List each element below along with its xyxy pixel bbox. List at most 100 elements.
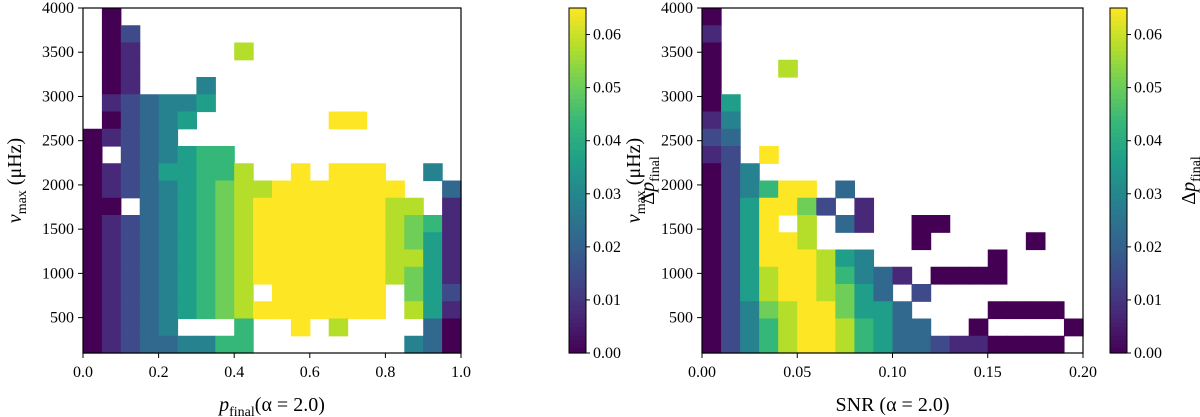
colorbar-segment — [569, 301, 586, 307]
colorbar-segment — [1110, 215, 1127, 220]
colorbar-segment — [569, 16, 586, 22]
colorbar-segment — [569, 236, 586, 242]
colorbar-segment — [1110, 288, 1127, 294]
colorbar-tick-label: 0.06 — [593, 27, 621, 44]
y-tick-label: 4000 — [661, 0, 693, 17]
colorbar-segment — [569, 89, 586, 95]
heatmap-cell — [740, 180, 760, 199]
heatmap-cell — [120, 128, 141, 147]
heatmap-cell — [328, 180, 349, 199]
colorbar-segment — [1110, 115, 1127, 121]
heatmap-cell — [290, 163, 311, 182]
heatmap-cell — [930, 266, 951, 285]
colorbar-segment — [1110, 322, 1127, 328]
heatmap-cell — [196, 301, 216, 320]
heatmap-cell — [83, 128, 103, 147]
heatmap-cell — [101, 215, 122, 233]
heatmap-cell — [740, 284, 760, 302]
heatmap-cell — [196, 77, 216, 95]
colorbar-segment — [1110, 102, 1127, 108]
heatmap-cell — [816, 335, 836, 354]
y-tick-label: 2500 — [661, 133, 693, 150]
colorbar-tick-label: 0.02 — [593, 239, 621, 256]
heatmap-cell — [892, 318, 913, 337]
colorbar-segment — [1110, 284, 1127, 289]
colorbar-segment — [569, 288, 586, 294]
heatmap-cell — [328, 318, 349, 337]
heatmap-cell — [854, 318, 875, 337]
heatmap-cell — [158, 111, 179, 130]
heatmap-cell — [702, 59, 722, 78]
heatmap-cell — [101, 301, 122, 320]
heatmap-cell — [101, 284, 122, 302]
heatmap-cell — [177, 111, 197, 130]
colorbar-tick-label: 0.00 — [593, 345, 621, 362]
colorbar-segment — [1110, 292, 1127, 298]
colorbar-segment — [1110, 33, 1127, 39]
heatmap-cell — [101, 59, 122, 78]
heatmap-cell — [83, 163, 103, 182]
colorbar-segment — [569, 340, 586, 345]
heatmap-cell — [835, 301, 855, 320]
colorbar-segment — [1110, 107, 1127, 113]
x-tick-label: 0.15 — [974, 364, 1002, 381]
colorbar-segment — [1110, 89, 1127, 95]
heatmap-cell — [158, 249, 179, 268]
heatmap-cell — [158, 146, 179, 164]
heatmap-cell — [366, 197, 386, 216]
colorbar-segment — [1110, 232, 1127, 238]
heatmap-cell — [328, 163, 349, 182]
colorbar-segment — [1110, 240, 1127, 246]
heatmap-cell — [177, 180, 197, 199]
heatmap-cell — [797, 249, 817, 268]
colorbar-segment — [569, 245, 586, 251]
heatmap-cell — [702, 128, 722, 147]
heatmap-cell — [139, 163, 160, 182]
heatmap-cell — [196, 180, 216, 199]
heatmap-cell — [215, 197, 235, 216]
heatmap-cell — [290, 249, 311, 268]
heatmap-cell — [835, 266, 855, 285]
heatmap-cell — [120, 42, 141, 61]
left-colorbar-label: Δpfinal — [637, 156, 663, 205]
colorbar-segment — [1110, 219, 1127, 225]
heatmap-cell — [911, 215, 932, 233]
heatmap-cell — [366, 249, 386, 268]
colorbar-segment — [569, 184, 586, 190]
heatmap-cell — [139, 128, 160, 147]
colorbar-segment — [1110, 171, 1127, 177]
heatmap-cell — [234, 180, 254, 199]
heatmap-cell — [835, 180, 855, 199]
heatmap-cell — [740, 266, 760, 285]
colorbar-segment — [1110, 314, 1127, 320]
heatmap-cell — [816, 284, 836, 302]
heatmap-cell — [158, 94, 179, 113]
heatmap-cell — [702, 335, 722, 354]
heatmap-cell — [83, 266, 103, 285]
heatmap-cell — [196, 266, 216, 285]
colorbar-segment — [569, 107, 586, 113]
colorbar-tick-label: 0.04 — [593, 133, 621, 150]
heatmap-cell — [139, 197, 160, 216]
heatmap-cell — [253, 301, 273, 320]
colorbar-segment — [569, 98, 586, 104]
colorbar-segment — [569, 72, 586, 78]
heatmap-cell — [272, 197, 292, 216]
colorbar-segment — [1110, 68, 1127, 74]
heatmap-cell — [1025, 301, 1046, 320]
heatmap-cell — [797, 318, 817, 337]
heatmap-cell — [328, 232, 349, 251]
heatmap-cell — [120, 335, 141, 354]
heatmap-cell — [778, 301, 798, 320]
heatmap-cell — [101, 249, 122, 268]
colorbar-segment — [569, 348, 586, 354]
heatmap-cell — [721, 232, 741, 251]
heatmap-cell — [442, 266, 462, 285]
heatmap-cell — [215, 146, 235, 164]
heatmap-cell — [196, 215, 216, 233]
heatmap-cell — [385, 197, 405, 216]
heatmap-cell — [101, 42, 122, 61]
heatmap-cell — [759, 301, 779, 320]
heatmap-cell — [234, 197, 254, 216]
heatmap-cell — [290, 180, 311, 199]
